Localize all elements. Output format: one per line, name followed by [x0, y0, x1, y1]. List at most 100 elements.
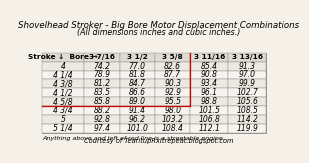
Bar	[120, 79, 155, 88]
Text: 106.8: 106.8	[198, 115, 220, 124]
Text: 96.2: 96.2	[129, 115, 146, 124]
Text: 74.2: 74.2	[93, 62, 110, 71]
Text: 101.0: 101.0	[126, 124, 148, 133]
Text: (All dimensions inches and cubic inches.): (All dimensions inches and cubic inches.…	[77, 28, 240, 37]
Text: 3 11/16: 3 11/16	[194, 54, 225, 60]
Text: 103.2: 103.2	[162, 115, 184, 124]
Bar	[228, 106, 266, 115]
Text: 88.2: 88.2	[93, 106, 110, 115]
Text: Shovelhead Stroker - Big Bore Motor Displacement Combinations: Shovelhead Stroker - Big Bore Motor Disp…	[18, 22, 299, 30]
Text: 95.5: 95.5	[164, 97, 181, 106]
Bar	[42, 115, 84, 124]
Bar	[42, 88, 84, 97]
Bar	[190, 62, 228, 71]
Text: 78.9: 78.9	[93, 70, 110, 79]
Bar	[228, 62, 266, 71]
Text: 101.5: 101.5	[198, 106, 220, 115]
Bar	[120, 71, 155, 79]
Text: 105.6: 105.6	[236, 97, 258, 106]
Bar	[84, 115, 120, 124]
Text: 4 5/8: 4 5/8	[53, 97, 73, 106]
Bar	[228, 115, 266, 124]
Text: 98.0: 98.0	[164, 106, 181, 115]
Bar	[84, 106, 120, 115]
Bar	[120, 53, 155, 62]
Bar	[120, 88, 155, 97]
Text: 82.6: 82.6	[164, 62, 181, 71]
Text: 4 3/8: 4 3/8	[53, 79, 73, 88]
Bar	[228, 79, 266, 88]
Text: 85.8: 85.8	[93, 97, 110, 106]
Text: 92.8: 92.8	[93, 115, 110, 124]
Text: 81.8: 81.8	[129, 70, 146, 79]
Text: 114.2: 114.2	[236, 115, 258, 124]
Text: 89.0: 89.0	[129, 97, 146, 106]
Bar	[190, 124, 228, 133]
Text: 4 1/4: 4 1/4	[53, 70, 73, 79]
Text: 86.6: 86.6	[129, 88, 146, 97]
Bar	[190, 97, 228, 106]
Bar	[120, 106, 155, 115]
Bar	[190, 71, 228, 79]
Bar	[42, 97, 84, 106]
Text: Courtesy of TearitupRxItrepeat.blogspot.com: Courtesy of TearitupRxItrepeat.blogspot.…	[84, 138, 233, 144]
Bar	[42, 79, 84, 88]
Bar	[155, 124, 190, 133]
Text: 4 3/4: 4 3/4	[53, 106, 73, 115]
Text: 99.9: 99.9	[239, 79, 256, 88]
Text: 90.3: 90.3	[164, 79, 181, 88]
Bar	[190, 88, 228, 97]
Bar	[155, 53, 190, 62]
Text: 119.9: 119.9	[236, 124, 258, 133]
Bar	[155, 62, 190, 71]
Text: 85.4: 85.4	[201, 62, 218, 71]
Bar	[190, 115, 228, 124]
Text: 4: 4	[61, 62, 66, 71]
Text: 84.7: 84.7	[129, 79, 146, 88]
Bar	[155, 106, 190, 115]
Bar	[84, 62, 120, 71]
Bar	[228, 124, 266, 133]
Text: 96.1: 96.1	[201, 88, 218, 97]
Bar	[120, 97, 155, 106]
Text: 90.8: 90.8	[201, 70, 218, 79]
Text: 93.4: 93.4	[201, 79, 218, 88]
Bar	[155, 97, 190, 106]
Text: 3 5/8: 3 5/8	[162, 54, 183, 60]
Bar	[42, 53, 84, 62]
Text: 102.7: 102.7	[236, 88, 258, 97]
Text: 77.0: 77.0	[129, 62, 146, 71]
Text: 91.3: 91.3	[239, 62, 256, 71]
Text: 81.2: 81.2	[93, 79, 110, 88]
Bar	[42, 124, 84, 133]
Bar	[155, 79, 190, 88]
Bar	[155, 115, 190, 124]
Bar	[228, 97, 266, 106]
Bar	[42, 106, 84, 115]
Text: 97.0: 97.0	[239, 70, 256, 79]
Text: 3 7/16: 3 7/16	[89, 54, 115, 60]
Text: 5 1/4: 5 1/4	[53, 124, 73, 133]
Text: 108.4: 108.4	[162, 124, 184, 133]
Bar	[155, 88, 190, 97]
Bar	[84, 88, 120, 97]
Text: 91.4: 91.4	[129, 106, 146, 115]
Text: 4 1/2: 4 1/2	[53, 88, 73, 97]
Text: 97.4: 97.4	[93, 124, 110, 133]
Bar	[84, 53, 120, 62]
Bar	[84, 71, 120, 79]
Bar	[228, 71, 266, 79]
Text: 108.5: 108.5	[236, 106, 258, 115]
Text: 98.8: 98.8	[201, 97, 218, 106]
Bar	[84, 124, 120, 133]
Bar	[84, 97, 120, 106]
Text: 5: 5	[61, 115, 66, 124]
Bar	[42, 62, 84, 71]
Bar	[228, 88, 266, 97]
Bar	[120, 62, 155, 71]
Bar	[120, 124, 155, 133]
Bar	[190, 53, 228, 62]
Text: 87.7: 87.7	[164, 70, 181, 79]
Text: 3 1/2: 3 1/2	[127, 54, 148, 60]
Bar	[120, 115, 155, 124]
